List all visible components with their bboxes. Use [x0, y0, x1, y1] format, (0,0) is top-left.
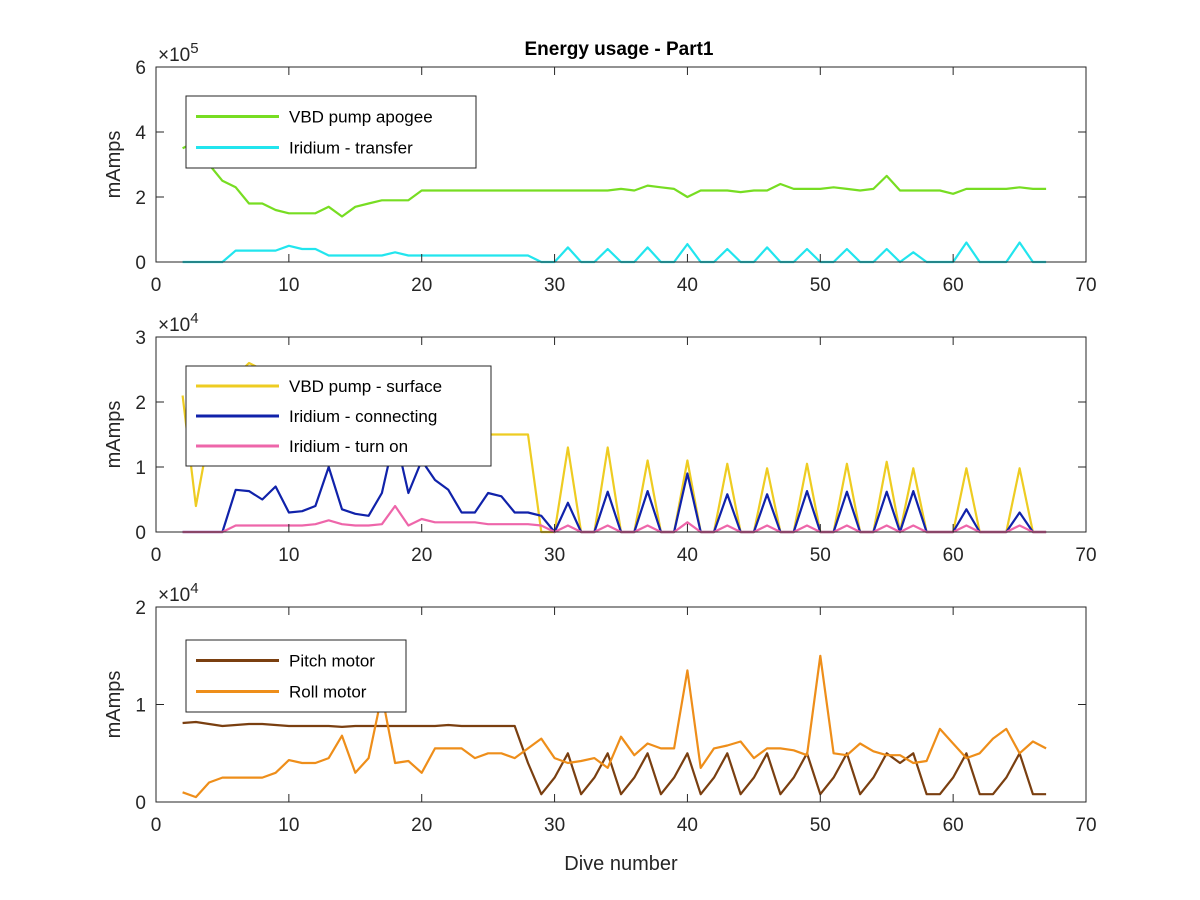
y-tick-label: 6	[135, 58, 146, 79]
y-exponent-base: ×10	[158, 45, 190, 66]
legend: VBD pump apogee Iridium - transfer	[185, 95, 477, 169]
y-tick-label: 2	[135, 188, 146, 209]
y-axis-label: mAmps	[103, 401, 125, 469]
y-tick-label: 0	[135, 793, 146, 814]
legend-box	[185, 639, 407, 713]
x-tick-label: 0	[151, 815, 162, 836]
y-exponent-base: ×10	[158, 315, 190, 336]
subplot-2: 0 10 20 30 40 50 60 70 0 1 2 3 ×104 mAmps VBD pump - s…	[103, 310, 1097, 566]
legend-entry: Iridium - connecting	[289, 407, 437, 426]
legend-entry: Pitch motor	[289, 652, 375, 671]
subplot-3: 0 10 20 30 40 50 60 70 0 1 2 ×104 mAmps Pitch motor Ro…	[103, 580, 1097, 836]
x-tick-label: 40	[677, 545, 698, 566]
series-line-3-2	[182, 654, 1047, 799]
y-tick-label: 4	[135, 123, 146, 144]
x-tick-label: 10	[278, 275, 299, 296]
x-tick-label: 10	[278, 815, 299, 836]
series-line-2-3	[182, 504, 1047, 534]
y-exponent-power: 4	[190, 580, 198, 597]
axes-box	[155, 336, 1087, 533]
legend-box	[185, 95, 477, 169]
x-tick-label: 60	[943, 275, 964, 296]
x-tick-label: 50	[810, 275, 831, 296]
y-exponent-label: ×104	[158, 310, 199, 336]
y-tick-label: 0	[135, 523, 146, 544]
legend-entry: Iridium - transfer	[289, 139, 413, 158]
series-line-1-2	[182, 241, 1047, 264]
x-tick-label: 70	[1075, 815, 1096, 836]
legend-entry: VBD pump apogee	[289, 108, 433, 127]
y-tick-label: 3	[135, 328, 146, 349]
x-tick-label: 20	[411, 275, 432, 296]
x-axis-label: Dive number	[564, 853, 678, 875]
y-exponent-label: ×104	[158, 580, 199, 606]
x-tick-label: 20	[411, 545, 432, 566]
x-tick-label: 60	[943, 815, 964, 836]
x-tick-label: 40	[677, 815, 698, 836]
y-tick-label: 2	[135, 393, 146, 414]
subplot-1: 0 10 20 30 40 50 60 70 0 2 4 6 ×105 mAmps VBD pump apo…	[103, 40, 1097, 296]
y-exponent-power: 5	[190, 40, 198, 57]
y-exponent-label: ×105	[158, 40, 199, 66]
series-line-3-1	[182, 720, 1047, 796]
legend: VBD pump - surface Iridium - connecting Ir…	[185, 365, 492, 467]
y-tick-label: 1	[135, 696, 146, 717]
y-tick-label: 2	[135, 598, 146, 619]
x-tick-label: 30	[544, 815, 565, 836]
x-tick-label: 30	[544, 545, 565, 566]
legend-entry: VBD pump - surface	[289, 377, 442, 396]
y-tick-label: 0	[135, 253, 146, 274]
legend: Pitch motor Roll motor	[185, 639, 407, 713]
x-tick-label: 0	[151, 275, 162, 296]
x-tick-label: 40	[677, 275, 698, 296]
y-exponent-base: ×10	[158, 585, 190, 606]
x-tick-label: 30	[544, 275, 565, 296]
x-tick-label: 10	[278, 545, 299, 566]
series-line-1-1	[182, 140, 1047, 218]
y-tick-label: 1	[135, 458, 146, 479]
x-tick-label: 70	[1075, 275, 1096, 296]
y-exponent-power: 4	[190, 310, 198, 327]
x-tick-label: 50	[810, 815, 831, 836]
y-axis-label: mAmps	[103, 131, 125, 199]
chart-title: Energy usage - Part1	[524, 39, 713, 60]
x-tick-label: 60	[943, 545, 964, 566]
x-tick-label: 20	[411, 815, 432, 836]
legend-entry: Iridium - turn on	[289, 437, 408, 456]
x-tick-label: 70	[1075, 545, 1096, 566]
legend-entry: Roll motor	[289, 683, 367, 702]
y-axis-label: mAmps	[103, 671, 125, 739]
series-line-2-2	[182, 433, 1047, 534]
x-tick-label: 0	[151, 545, 162, 566]
axes-box	[155, 66, 1087, 263]
x-tick-label: 50	[810, 545, 831, 566]
